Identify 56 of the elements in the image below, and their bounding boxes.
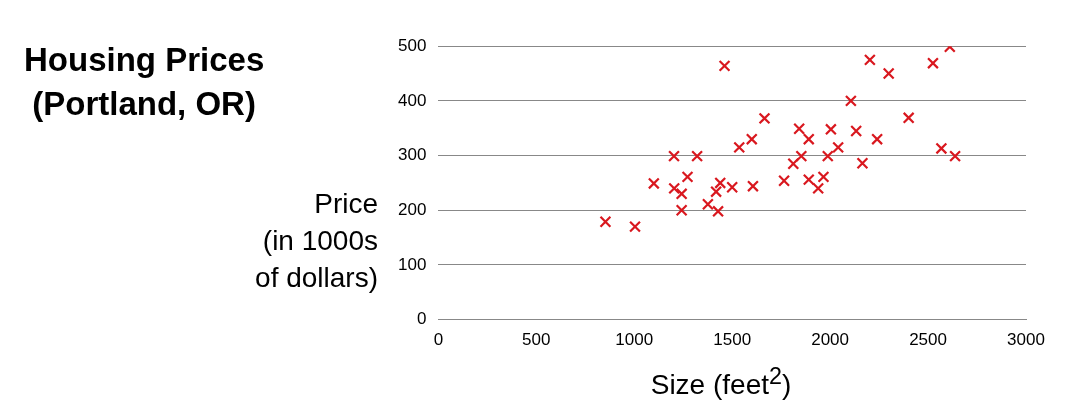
point [850, 124, 863, 137]
point [675, 204, 688, 217]
point [733, 141, 746, 154]
y-tick-label: 300 [397, 145, 427, 165]
point [824, 123, 837, 136]
y-tick-label: 500 [397, 35, 427, 55]
point [746, 180, 759, 193]
point [691, 150, 704, 163]
x-tick-label: 2500 [909, 330, 947, 350]
point [667, 150, 681, 163]
x-tick-label: 2000 [811, 330, 850, 350]
point [882, 67, 895, 80]
point [817, 170, 830, 183]
point [712, 205, 725, 218]
y-tick-label: 100 [397, 254, 427, 274]
y-tick-label: 200 [397, 199, 427, 219]
point [795, 150, 808, 163]
point [802, 173, 815, 186]
point [802, 133, 815, 146]
point [863, 53, 876, 66]
point [710, 185, 723, 198]
point [812, 182, 825, 195]
point [832, 141, 845, 154]
point [856, 157, 869, 170]
x-tick-label: 1000 [615, 330, 654, 350]
point [718, 59, 731, 72]
point [681, 170, 694, 183]
point [714, 176, 727, 189]
x-tick-label: 1500 [713, 330, 752, 350]
x-axis-title: Size (feet$^{2}$) [649, 363, 793, 402]
x-tick-label: 0 [433, 330, 444, 350]
point [628, 220, 642, 233]
y-axis-title: Price (in 1000s of dollars) [254, 187, 378, 295]
point [726, 181, 739, 194]
y-tick-label: 400 [397, 90, 427, 110]
y-tick-label: 0 [416, 309, 427, 329]
x-tick-label: 500 [522, 330, 551, 350]
point [949, 150, 962, 163]
point [821, 150, 834, 163]
point [902, 111, 915, 124]
point [935, 142, 948, 155]
point [745, 133, 758, 146]
x-tick-label: 3000 [1007, 330, 1045, 350]
point [701, 198, 714, 211]
point [668, 182, 681, 195]
point [844, 94, 857, 107]
text: Housing Prices (Portland, OR) [24, 40, 265, 124]
point [647, 177, 660, 190]
point [787, 157, 800, 170]
point [926, 57, 940, 70]
point [871, 133, 884, 146]
point [778, 174, 791, 187]
point [758, 112, 771, 125]
point [599, 215, 612, 228]
point [675, 187, 688, 200]
point [793, 122, 806, 135]
